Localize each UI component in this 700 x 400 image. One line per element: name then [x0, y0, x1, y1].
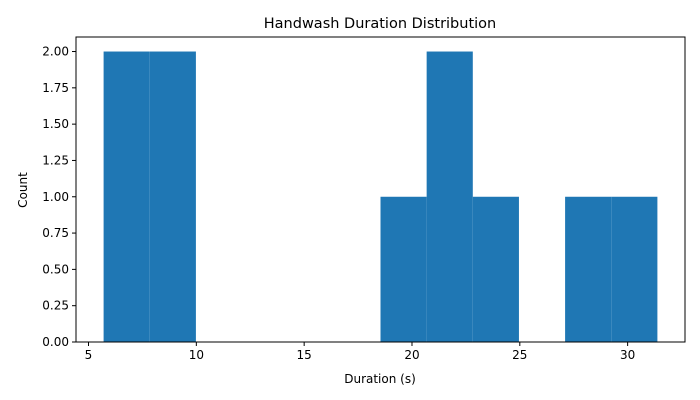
y-tick-label: 0.75	[42, 226, 69, 240]
histogram-bar-8	[472, 196, 519, 342]
y-tick-label: 2.00	[42, 45, 69, 59]
histogram-bar-6	[380, 196, 427, 342]
x-tick-label: 5	[85, 348, 93, 362]
x-tick-label: 25	[512, 348, 527, 362]
plot-frame	[75, 36, 686, 343]
y-tick-label: 0.25	[42, 299, 69, 313]
histogram-bar-10	[565, 196, 612, 342]
y-tick-label: 1.00	[42, 190, 69, 204]
y-tick-label: 0.50	[42, 262, 69, 276]
y-axis-title: Count	[16, 172, 30, 208]
x-axis-title: Duration (s)	[344, 372, 416, 386]
x-tick-label: 15	[297, 348, 312, 362]
chart-title: Handwash Duration Distribution	[264, 16, 496, 32]
x-tick-label: 10	[189, 348, 204, 362]
x-axis-ticks: 5 10 15 20 25 30	[85, 342, 635, 362]
histogram-bars	[103, 51, 658, 343]
histogram-bar-0	[103, 51, 150, 343]
y-tick-label: 0.00	[42, 335, 69, 349]
histogram-bar-7	[426, 51, 473, 343]
y-tick-label: 1.50	[42, 117, 69, 131]
histogram-bar-1	[149, 51, 196, 343]
histogram-bar-11	[611, 196, 658, 342]
x-tick-label: 30	[620, 348, 635, 362]
x-tick-label: 20	[404, 348, 419, 362]
y-tick-label: 1.75	[42, 81, 69, 95]
y-axis-ticks: 0.00 0.25 0.50 0.75 1.00 1.25 1.50 1.75 2.00	[42, 45, 76, 349]
y-tick-label: 1.25	[42, 153, 69, 167]
